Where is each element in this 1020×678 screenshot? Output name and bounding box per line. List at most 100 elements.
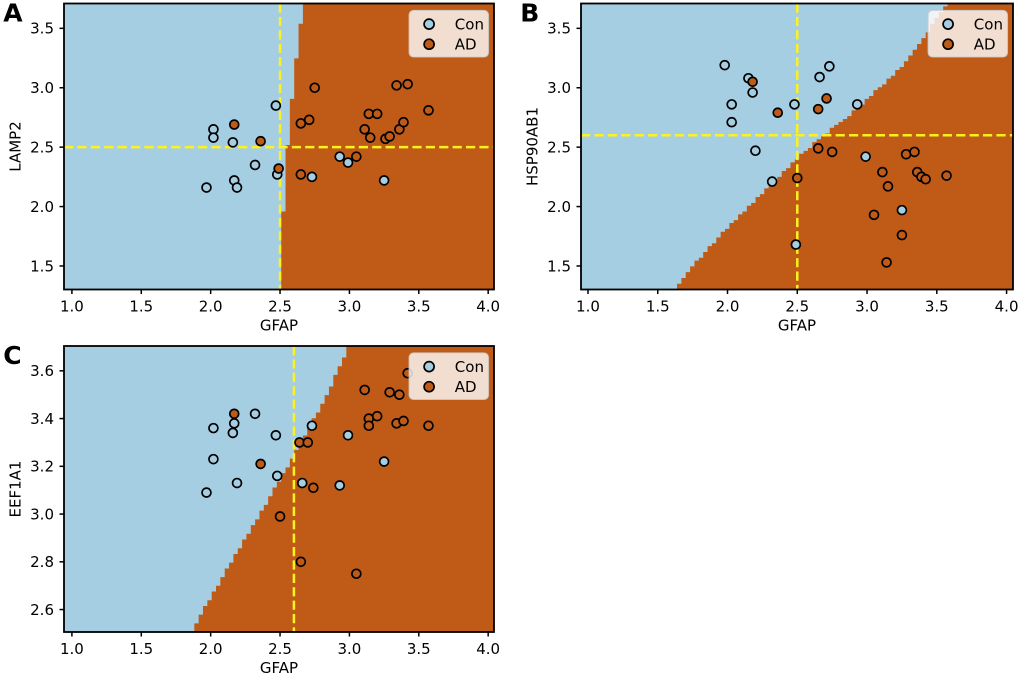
point-ad-B xyxy=(826,146,838,158)
point-ad-C xyxy=(398,415,409,427)
point-ad-A xyxy=(255,135,266,147)
ytick-label-B: 3.5 xyxy=(547,20,571,38)
xtick-label-A: 4.0 xyxy=(476,298,500,316)
point-ad-A xyxy=(303,114,315,126)
panel-letter-A: A xyxy=(3,0,23,28)
point-ad-B xyxy=(877,166,888,178)
point-ad-C xyxy=(363,420,375,432)
point-con-C xyxy=(378,456,390,467)
point-con-B xyxy=(726,116,737,128)
xtick-label-A: 3.0 xyxy=(337,298,361,316)
xtick-label-A: 1.0 xyxy=(60,298,84,316)
point-con-B xyxy=(790,239,802,250)
point-ad-A xyxy=(295,169,307,180)
point-ad-A xyxy=(391,80,402,91)
xtick-label-C: 2.0 xyxy=(199,640,223,658)
point-ad-C xyxy=(295,556,307,568)
point-ad-C xyxy=(228,408,240,420)
ytick-label-A: 3.0 xyxy=(30,79,54,97)
ylabel-C: EEF1A1 xyxy=(7,461,25,518)
point-ad-C xyxy=(384,387,395,398)
point-ad-A xyxy=(384,131,395,142)
ylabel-A: LAMP2 xyxy=(7,121,25,172)
xtick-label-A: 3.5 xyxy=(407,298,431,316)
point-con-A xyxy=(208,132,219,143)
ytick-label-C: 3.2 xyxy=(30,458,54,476)
point-con-C xyxy=(208,453,219,465)
xlabel-C: GFAP xyxy=(260,659,298,677)
point-con-B xyxy=(719,59,731,71)
panel-letter-C: C xyxy=(3,341,21,370)
point-ad-A xyxy=(371,108,383,120)
ytick-label-B: 1.5 xyxy=(547,257,571,275)
ylabel-B: HSP90AB1 xyxy=(524,107,542,186)
xtick-label-A: 2.5 xyxy=(268,298,292,316)
point-ad-A xyxy=(228,119,240,130)
point-con-B xyxy=(824,61,835,72)
point-con-B xyxy=(896,204,908,216)
ytick-label-C: 3.0 xyxy=(30,505,54,523)
legend-marker-con-C xyxy=(423,360,435,373)
point-ad-A xyxy=(402,78,413,90)
point-ad-A xyxy=(273,163,284,174)
point-ad-B xyxy=(900,148,912,160)
point-ad-B xyxy=(896,229,908,241)
point-con-C xyxy=(270,429,282,441)
point-ad-C xyxy=(302,437,314,448)
ytick-label-C: 2.6 xyxy=(30,601,54,619)
xtick-label-B: 2.0 xyxy=(716,298,740,316)
region-ad-C xyxy=(194,346,494,632)
ytick-label-A: 1.5 xyxy=(30,257,54,275)
point-con-C xyxy=(334,480,346,491)
legend-label-ad-A: AD xyxy=(455,35,477,53)
xtick-label-B: 1.0 xyxy=(576,298,600,316)
xtick-label-C: 3.0 xyxy=(337,640,361,658)
point-con-A xyxy=(227,137,239,148)
axes-frame-C xyxy=(63,345,495,633)
point-con-B xyxy=(726,99,737,110)
point-ad-B xyxy=(791,172,803,184)
point-ad-B xyxy=(868,209,880,221)
point-ad-C xyxy=(255,458,266,470)
point-con-C xyxy=(227,427,239,439)
panel-C: 1.0 1.5 2.0 2.5 3.0 3.5 4.0 2.6 2.8 3.0 3.2 3.4 3.6 G… xyxy=(3,341,500,677)
point-ad-B xyxy=(920,173,931,185)
point-con-B xyxy=(814,71,825,83)
point-con-C xyxy=(271,470,283,482)
point-con-A xyxy=(342,157,354,168)
xtick-label-B: 2.5 xyxy=(785,298,809,316)
point-con-B xyxy=(766,176,778,187)
point-ad-B xyxy=(747,76,758,88)
xtick-label-A: 2.0 xyxy=(199,298,223,316)
ytick-label-B: 2.5 xyxy=(547,139,571,157)
point-ad-C xyxy=(308,482,319,494)
point-con-A xyxy=(334,151,346,162)
legend-label-con-B: Con xyxy=(974,15,1003,33)
xtick-label-C: 3.5 xyxy=(407,640,431,658)
ytick-label-B: 2.0 xyxy=(547,198,571,216)
xlabel-A: GFAP xyxy=(260,317,298,335)
xtick-label-B: 3.0 xyxy=(855,298,879,316)
point-con-A xyxy=(270,100,282,111)
point-ad-C xyxy=(359,384,370,396)
point-ad-B xyxy=(812,143,824,154)
legend-marker-ad-C xyxy=(423,380,435,393)
point-con-C xyxy=(249,408,261,420)
point-con-B xyxy=(789,99,800,110)
point-con-A xyxy=(378,175,390,186)
point-ad-C xyxy=(274,511,286,522)
point-ad-A xyxy=(359,124,370,135)
point-con-B xyxy=(750,145,761,157)
point-ad-A xyxy=(351,151,362,162)
xtick-label-B: 4.0 xyxy=(995,298,1019,316)
legend-label-con-C: Con xyxy=(455,358,484,376)
point-con-C xyxy=(342,429,354,441)
point-con-A xyxy=(249,159,261,171)
xtick-label-C: 2.5 xyxy=(268,640,292,658)
point-con-A xyxy=(201,182,212,193)
panel-B: 1.0 1.5 2.0 2.5 3.0 3.5 4.0 1.5 2.0 2.5 3.0 3.5 GFAP… xyxy=(520,0,1019,335)
ytick-label-B: 3.0 xyxy=(547,79,571,97)
ytick-label-A: 2.0 xyxy=(30,198,54,216)
